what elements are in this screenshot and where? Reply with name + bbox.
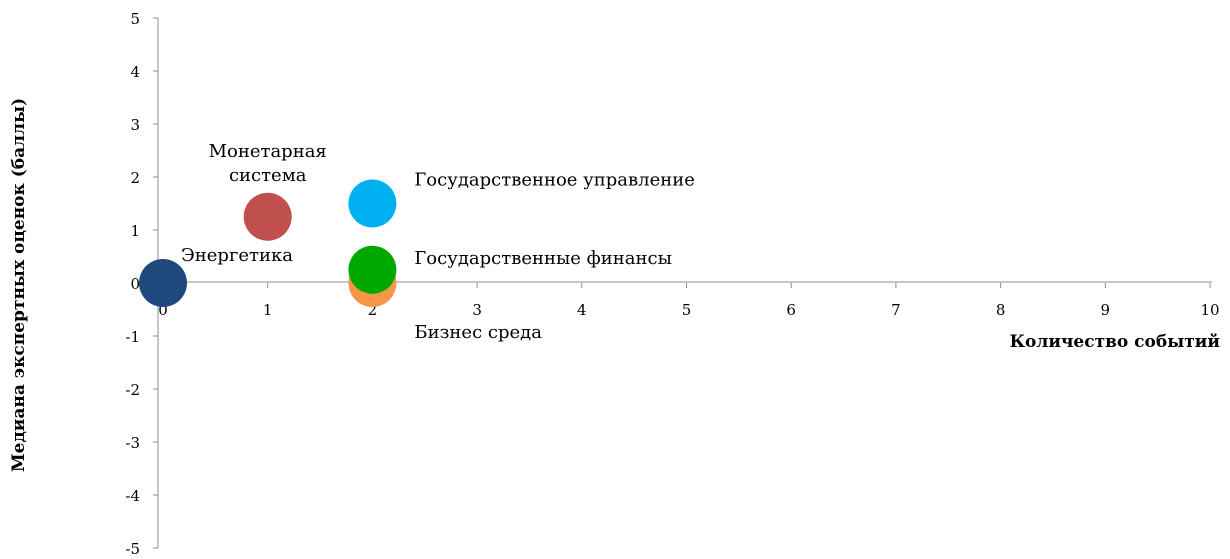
x-tick-label: 4 bbox=[577, 301, 587, 319]
x-tick-label: 5 bbox=[682, 301, 692, 319]
x-tick-label: 6 bbox=[786, 301, 796, 319]
data-point bbox=[243, 192, 292, 241]
y-tick-label: 0 bbox=[130, 275, 140, 293]
x-tick-label: 8 bbox=[996, 301, 1006, 319]
point-label: Государственные финансы bbox=[414, 248, 672, 269]
y-tick-label: -1 bbox=[125, 328, 140, 346]
point-label: Бизнес среда bbox=[414, 322, 542, 343]
y-tick-label: -5 bbox=[125, 540, 140, 558]
x-tick-label: 0 bbox=[158, 301, 168, 319]
point-labels: Бизнес среда Энергетика Монетарная система Г… bbox=[181, 141, 695, 343]
data-point bbox=[348, 179, 397, 228]
x-tick-label: 7 bbox=[891, 301, 901, 319]
x-axis-title: Количество событий bbox=[1010, 332, 1221, 352]
point-label: Энергетика bbox=[181, 245, 293, 266]
y-tick-label: 2 bbox=[130, 169, 140, 187]
y-tick-label: -2 bbox=[125, 381, 140, 399]
y-tick-label: 4 bbox=[130, 63, 140, 81]
y-tick-label: 3 bbox=[130, 116, 140, 134]
data-points bbox=[139, 179, 397, 307]
y-tick-label: -3 bbox=[125, 434, 140, 452]
x-tick-label: 1 bbox=[263, 301, 273, 319]
y-tick-label: 1 bbox=[130, 222, 140, 240]
x-tick-label: 10 bbox=[1200, 301, 1219, 319]
y-tick-label: 5 bbox=[130, 10, 140, 28]
x-tick-label: 3 bbox=[472, 301, 482, 319]
data-point bbox=[348, 245, 397, 294]
point-label: Монетарная система bbox=[209, 141, 327, 186]
data-point bbox=[139, 259, 187, 307]
x-tick-label: 9 bbox=[1101, 301, 1111, 319]
point-label: Государственное управление bbox=[414, 170, 695, 191]
y-axis-title: Медиана экспертных оценок (баллы) bbox=[9, 98, 29, 472]
x-tick-marks: 0 1 2 3 4 5 6 7 8 9 10 bbox=[158, 283, 1220, 319]
y-tick-marks: -5 -4 -3 -2 -1 0 1 2 3 4 5 bbox=[125, 10, 158, 558]
x-tick-label: 2 bbox=[368, 301, 378, 319]
y-tick-label: -4 bbox=[125, 487, 140, 505]
